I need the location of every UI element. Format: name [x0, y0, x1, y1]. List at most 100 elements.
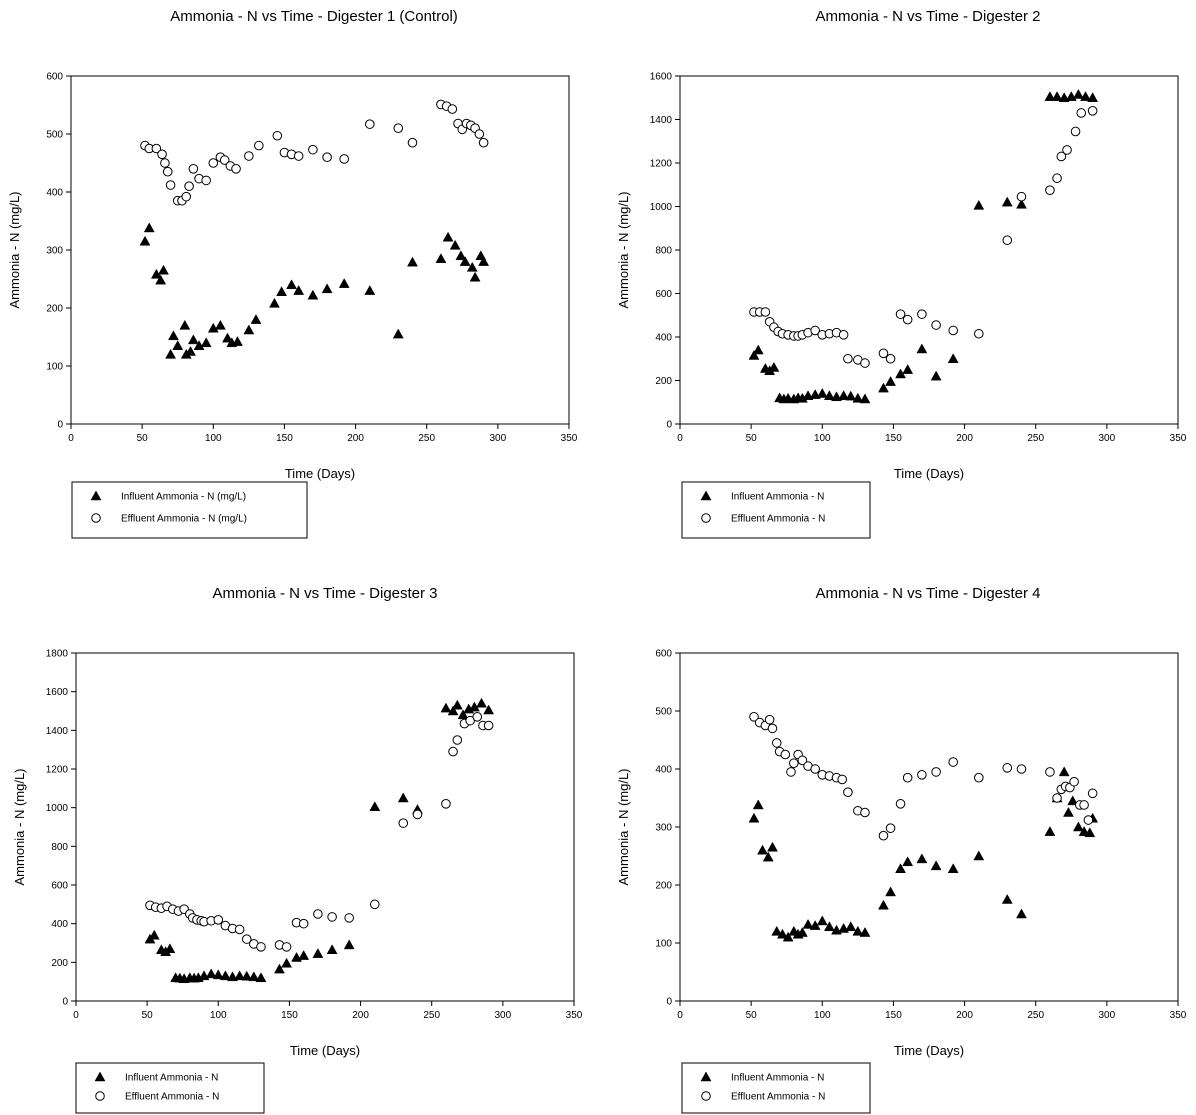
- x-tick-label: 50: [137, 433, 149, 444]
- data-point-effluent: [231, 164, 241, 174]
- data-point-influent: [158, 264, 169, 275]
- data-point-effluent: [478, 137, 489, 148]
- plot-frame: [679, 75, 1179, 425]
- data-point-influent: [802, 918, 814, 929]
- data-point-effluent: [293, 151, 304, 161]
- x-tick-label: 350: [1170, 433, 1187, 444]
- x-tick-label: 50: [142, 1010, 154, 1021]
- data-point-influent: [1016, 198, 1027, 209]
- data-point-influent: [435, 253, 447, 263]
- x-tick-label: 300: [1099, 433, 1116, 444]
- legend-label: Influent Ammonia - N: [731, 492, 824, 503]
- y-axis-label: Ammonia - N (mg/L): [12, 768, 27, 885]
- data-point-influent: [459, 256, 471, 266]
- data-point-effluent: [483, 720, 494, 731]
- data-point-effluent: [162, 166, 173, 177]
- data-point-influent: [243, 324, 255, 335]
- y-tick-label: 300: [46, 246, 63, 257]
- data-point-effluent: [298, 918, 309, 929]
- x-tick-label: 200: [956, 433, 973, 444]
- data-point-effluent: [344, 913, 354, 923]
- series-influent: [748, 766, 1099, 942]
- data-point-influent: [447, 705, 459, 716]
- data-point-influent: [269, 297, 280, 308]
- data-point-influent: [748, 812, 760, 823]
- y-tick-label: 500: [655, 707, 672, 718]
- x-tick-label: 100: [210, 1010, 227, 1021]
- data-point-influent: [859, 393, 871, 404]
- data-point-influent: [1063, 806, 1074, 817]
- legend: Influent Ammonia - N (mg/L) Effluent Ammo…: [71, 481, 308, 539]
- data-point-influent: [1001, 196, 1013, 207]
- data-point-effluent: [1052, 173, 1062, 184]
- x-tick-label: 0: [677, 433, 683, 444]
- data-point-effluent: [441, 799, 451, 809]
- data-point-effluent: [272, 130, 283, 141]
- legend-marker-influent: [700, 490, 712, 501]
- data-point-effluent: [764, 714, 775, 725]
- data-point-effluent: [241, 934, 252, 944]
- data-point-influent: [307, 289, 319, 300]
- data-point-influent: [1072, 821, 1084, 832]
- data-point-influent: [155, 274, 167, 285]
- x-tick-label: 200: [352, 1010, 369, 1021]
- data-point-influent: [148, 929, 160, 940]
- y-tick-label: 400: [655, 333, 672, 344]
- y-tick-label: 600: [655, 649, 672, 660]
- legend-label: Influent Ammonia - N: [731, 1073, 824, 1084]
- data-point-influent: [164, 943, 176, 954]
- data-point-influent: [248, 971, 260, 982]
- data-point-influent: [392, 328, 404, 339]
- y-tick-label: 1400: [650, 115, 673, 126]
- data-point-effluent: [1045, 185, 1055, 195]
- y-tick-label: 200: [655, 376, 672, 387]
- data-point-effluent: [1056, 151, 1067, 162]
- series-effluent: [145, 712, 494, 952]
- data-point-effluent: [1052, 793, 1062, 803]
- data-point-effluent: [370, 899, 380, 910]
- data-point-effluent: [256, 942, 266, 952]
- data-point-influent: [369, 801, 381, 811]
- data-point-influent: [973, 199, 985, 210]
- data-point-effluent: [917, 770, 927, 780]
- data-point-effluent: [902, 314, 913, 325]
- data-point-effluent: [1016, 191, 1027, 202]
- data-point-effluent: [313, 909, 323, 919]
- legend-box: [681, 1062, 871, 1114]
- data-point-influent: [298, 950, 310, 960]
- data-point-influent: [878, 382, 889, 393]
- x-tick-label: 250: [1027, 433, 1044, 444]
- data-point-influent: [902, 364, 914, 374]
- data-point-influent: [168, 330, 179, 341]
- data-point-influent: [200, 337, 212, 348]
- chart-panel-3: Ammonia - N vs Time - Digester 3 0 50 100 15…: [12, 585, 583, 1114]
- data-point-effluent: [948, 757, 958, 767]
- data-point-effluent: [931, 320, 941, 330]
- data-point-effluent: [1045, 767, 1055, 777]
- y-tick-label: 600: [46, 72, 63, 83]
- data-point-influent: [1084, 827, 1096, 838]
- x-tick-label: 200: [956, 1010, 973, 1021]
- data-point-influent: [816, 388, 828, 398]
- x-tick-label: 100: [814, 433, 831, 444]
- data-point-influent: [823, 921, 835, 932]
- data-point-effluent: [1076, 108, 1087, 118]
- y-tick-label: 0: [62, 997, 68, 1008]
- data-point-influent: [212, 969, 224, 980]
- data-point-effluent: [885, 353, 896, 364]
- y-tick-label: 1000: [46, 803, 69, 814]
- data-point-influent: [286, 279, 297, 290]
- data-point-influent: [930, 370, 942, 381]
- chart-title: Ammonia - N vs Time - Digester 2: [815, 8, 1040, 25]
- data-point-effluent: [786, 767, 796, 777]
- x-axis-label: Time (Days): [290, 1043, 360, 1058]
- y-tick-label: 1600: [46, 687, 69, 698]
- x-tick-label: 350: [566, 1010, 583, 1021]
- data-point-effluent: [219, 155, 230, 165]
- x-tick-label: 250: [423, 1010, 440, 1021]
- data-point-effluent: [201, 175, 211, 186]
- data-point-influent: [222, 332, 233, 343]
- data-point-effluent: [474, 129, 485, 139]
- data-point-effluent: [902, 772, 913, 783]
- data-point-influent: [885, 886, 897, 897]
